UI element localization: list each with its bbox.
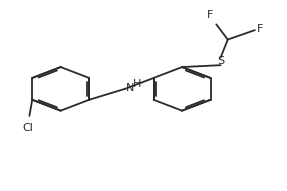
Text: F: F bbox=[207, 10, 214, 20]
Text: Cl: Cl bbox=[22, 123, 33, 133]
Text: H: H bbox=[133, 79, 141, 89]
Text: N: N bbox=[126, 83, 135, 93]
Text: S: S bbox=[217, 56, 224, 66]
Text: F: F bbox=[257, 24, 263, 34]
